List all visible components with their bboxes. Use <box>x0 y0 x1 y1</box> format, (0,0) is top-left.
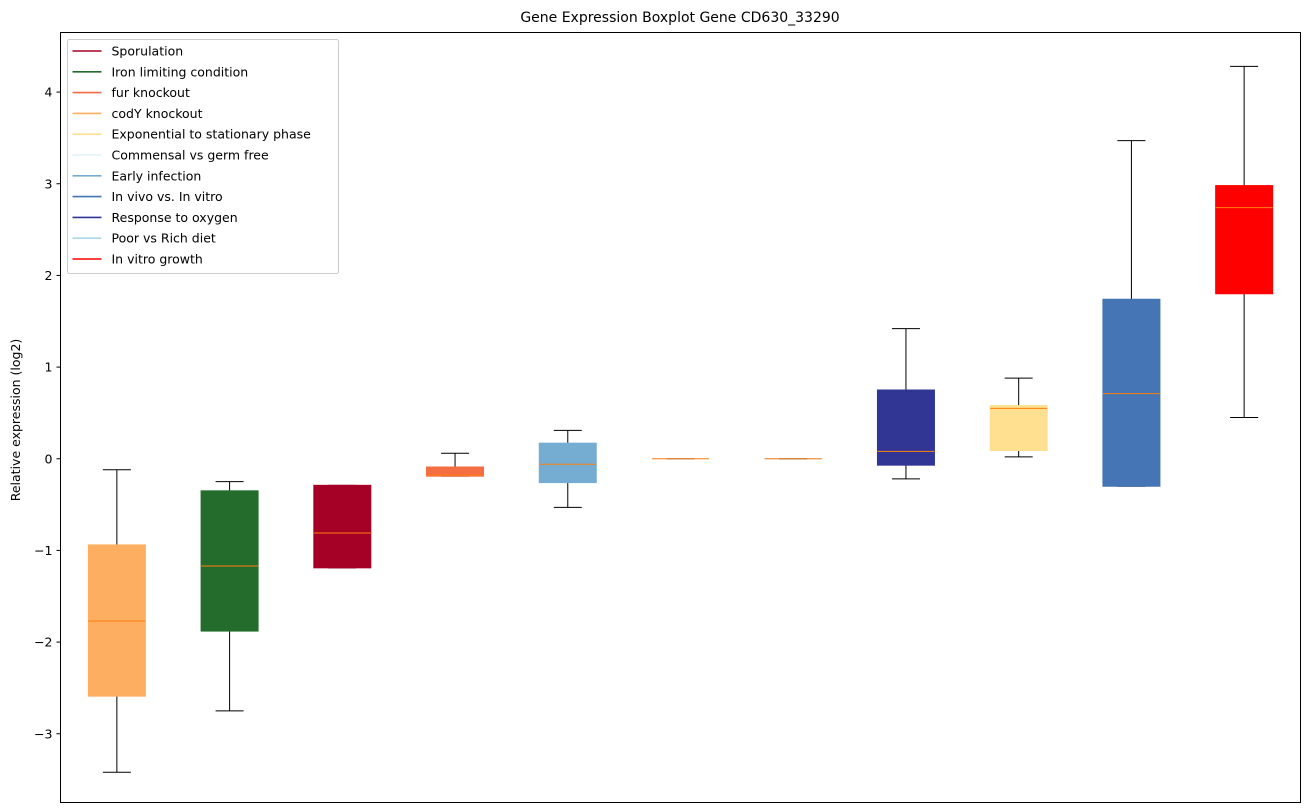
box-8 <box>989 377 1048 458</box>
box-body <box>313 484 372 569</box>
box-7 <box>876 328 935 480</box>
y-tick-label: 0 <box>45 451 53 466</box>
box-body <box>1102 298 1161 487</box>
box-2 <box>313 484 372 569</box>
y-tick-label: −2 <box>34 635 52 650</box>
chart-title: Gene Expression Boxplot Gene CD630_33290 <box>520 10 839 26</box>
box-body <box>876 389 935 466</box>
y-tick-label: 2 <box>45 268 53 283</box>
plot-area: −3 −2 −1 0 1 2 3 4 <box>34 65 1274 773</box>
box-0 <box>87 469 146 773</box>
legend-box <box>67 39 339 274</box>
y-tick-label: −1 <box>34 543 52 558</box>
box-body <box>200 490 259 632</box>
box-10 <box>1215 65 1274 418</box>
legend-label: Iron limiting condition <box>112 64 249 79</box>
y-tick-label: 3 <box>45 176 53 191</box>
box-body <box>426 466 485 477</box>
box-1 <box>200 481 259 712</box>
axes-frame <box>60 32 1301 803</box>
legend-label: Commensal vs germ free <box>112 148 269 163</box>
y-tick-label: 4 <box>45 85 53 100</box>
legend-label: codY knockout <box>112 106 203 121</box>
box-body <box>538 442 597 484</box>
legend-label: Poor vs Rich diet <box>112 231 216 246</box>
legend-label: fur knockout <box>112 85 190 100</box>
legend-label: In vivo vs. In vitro <box>112 189 223 204</box>
box-4 <box>538 429 597 508</box>
box-body <box>989 405 1048 452</box>
legend-label: Exponential to stationary phase <box>112 127 312 142</box>
legend-label: Sporulation <box>112 44 184 59</box>
legend-label: In vitro growth <box>112 252 203 267</box>
legend-label: Early infection <box>112 168 202 183</box>
box-body <box>1215 185 1274 295</box>
box-9 <box>1102 140 1161 487</box>
y-axis-label: Relative expression (log2) <box>8 339 23 502</box>
legend-label: Response to oxygen <box>112 210 238 225</box>
y-tick-label: 1 <box>45 360 53 375</box>
y-tick-label: −3 <box>34 726 52 741</box>
legend: Sporulation Iron limiting condition fur kn… <box>67 39 339 274</box>
box-3 <box>426 452 485 477</box>
